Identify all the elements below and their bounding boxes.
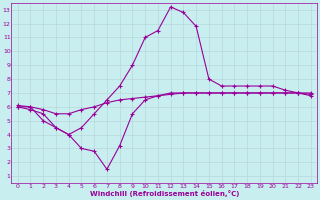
X-axis label: Windchill (Refroidissement éolien,°C): Windchill (Refroidissement éolien,°C) <box>90 190 239 197</box>
